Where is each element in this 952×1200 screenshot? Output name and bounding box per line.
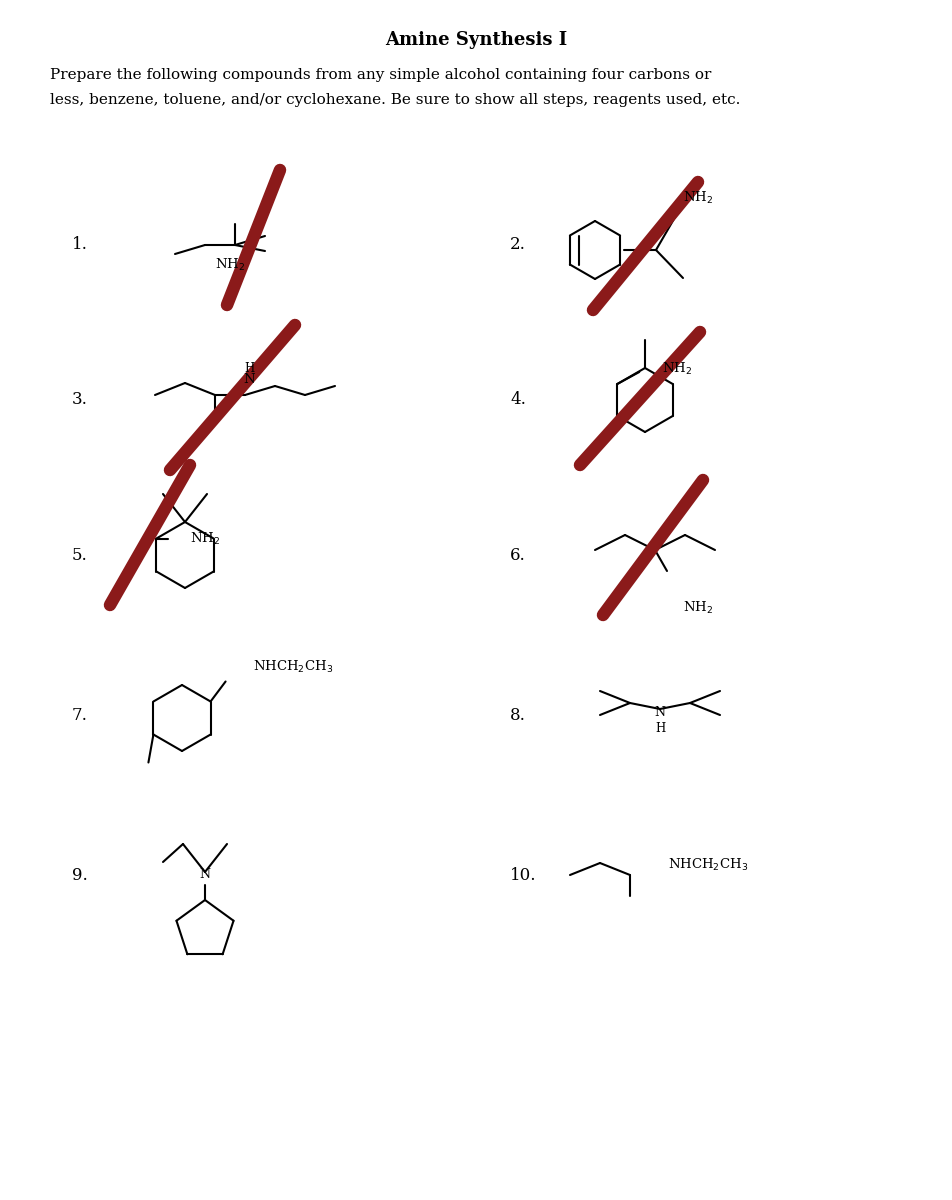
Text: 6.: 6.: [510, 546, 526, 564]
Text: NHCH$_2$CH$_3$: NHCH$_2$CH$_3$: [252, 659, 333, 674]
Text: N: N: [243, 373, 255, 386]
Text: N: N: [655, 707, 665, 720]
Text: 1.: 1.: [72, 236, 88, 253]
Text: 8.: 8.: [510, 707, 526, 724]
Text: 7.: 7.: [72, 707, 88, 724]
Text: NH$_2$: NH$_2$: [683, 190, 713, 206]
Text: 5.: 5.: [72, 546, 88, 564]
Text: NH$_2$: NH$_2$: [683, 600, 713, 616]
Text: NH$_2$: NH$_2$: [215, 257, 245, 272]
Text: less, benzene, toluene, and/or cyclohexane. Be sure to show all steps, reagents : less, benzene, toluene, and/or cyclohexa…: [50, 92, 741, 107]
Text: NHCH$_2$CH$_3$: NHCH$_2$CH$_3$: [668, 857, 748, 874]
Text: Amine Synthesis I: Amine Synthesis I: [385, 31, 567, 49]
Text: H: H: [655, 721, 665, 734]
Text: 9.: 9.: [72, 866, 88, 883]
Text: H: H: [244, 361, 254, 374]
Text: Prepare the following compounds from any simple alcohol containing four carbons : Prepare the following compounds from any…: [50, 68, 711, 82]
Text: 3.: 3.: [72, 391, 88, 408]
Text: N: N: [200, 869, 210, 882]
Text: NH$_2$: NH$_2$: [190, 530, 221, 546]
Text: 10.: 10.: [510, 866, 537, 883]
Text: 4.: 4.: [510, 391, 526, 408]
Text: NH$_2$: NH$_2$: [663, 361, 692, 377]
Text: 2.: 2.: [510, 236, 526, 253]
